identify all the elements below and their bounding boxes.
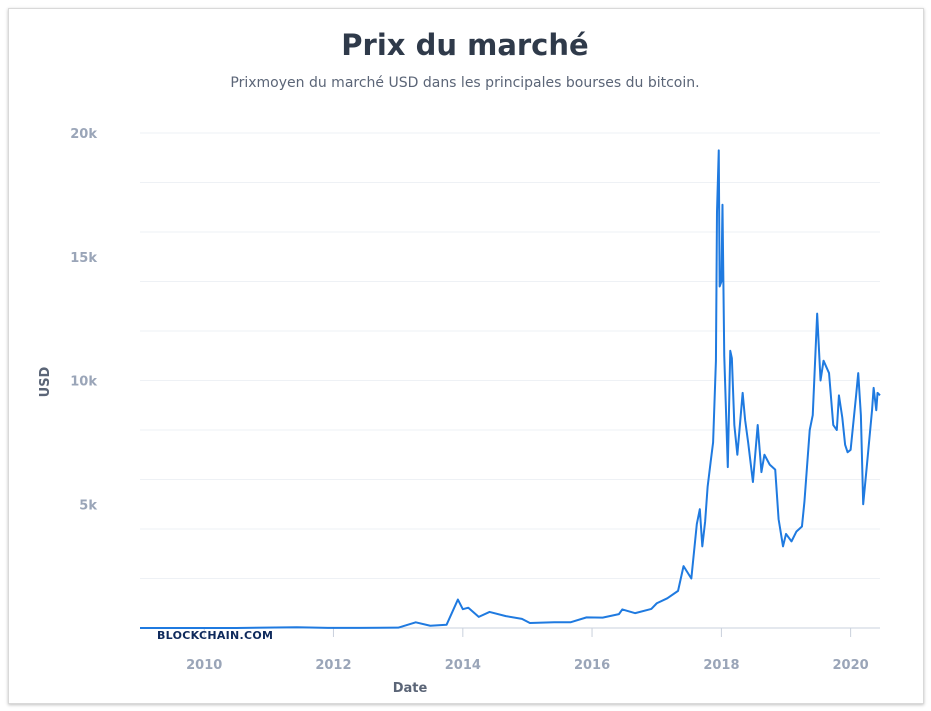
y-tick-label: 10k (70, 375, 97, 390)
watermark: BLOCKCHAIN.COM (157, 629, 273, 642)
grid-lines (140, 132, 880, 629)
series-layer (140, 149, 881, 629)
x-tick-label: 2020 (833, 658, 869, 673)
price-line (140, 149, 881, 629)
x-axis-ticks: 2010 2012 2014 2016 2018 2020 (186, 628, 869, 673)
chart-title: Prix du marché (341, 28, 588, 62)
chart-subtitle: Prixmoyen du marché USD dans les princip… (230, 75, 699, 91)
y-tick-label: 15k (70, 251, 97, 266)
x-tick-label: 2018 (703, 658, 739, 673)
y-tick-label: 20k (70, 127, 97, 142)
y-tick-label: 5k (79, 498, 97, 513)
chart-frame (8, 8, 924, 704)
x-tick-label: 2010 (186, 658, 222, 673)
x-tick-label: 2014 (445, 658, 481, 673)
x-tick-label: 2012 (315, 658, 351, 673)
y-axis-label: USD (38, 366, 53, 397)
y-axis-ticks: 20k 15k 10k 5k (70, 127, 97, 513)
x-tick-label: 2016 (574, 658, 610, 673)
x-axis-label: Date (393, 681, 428, 696)
